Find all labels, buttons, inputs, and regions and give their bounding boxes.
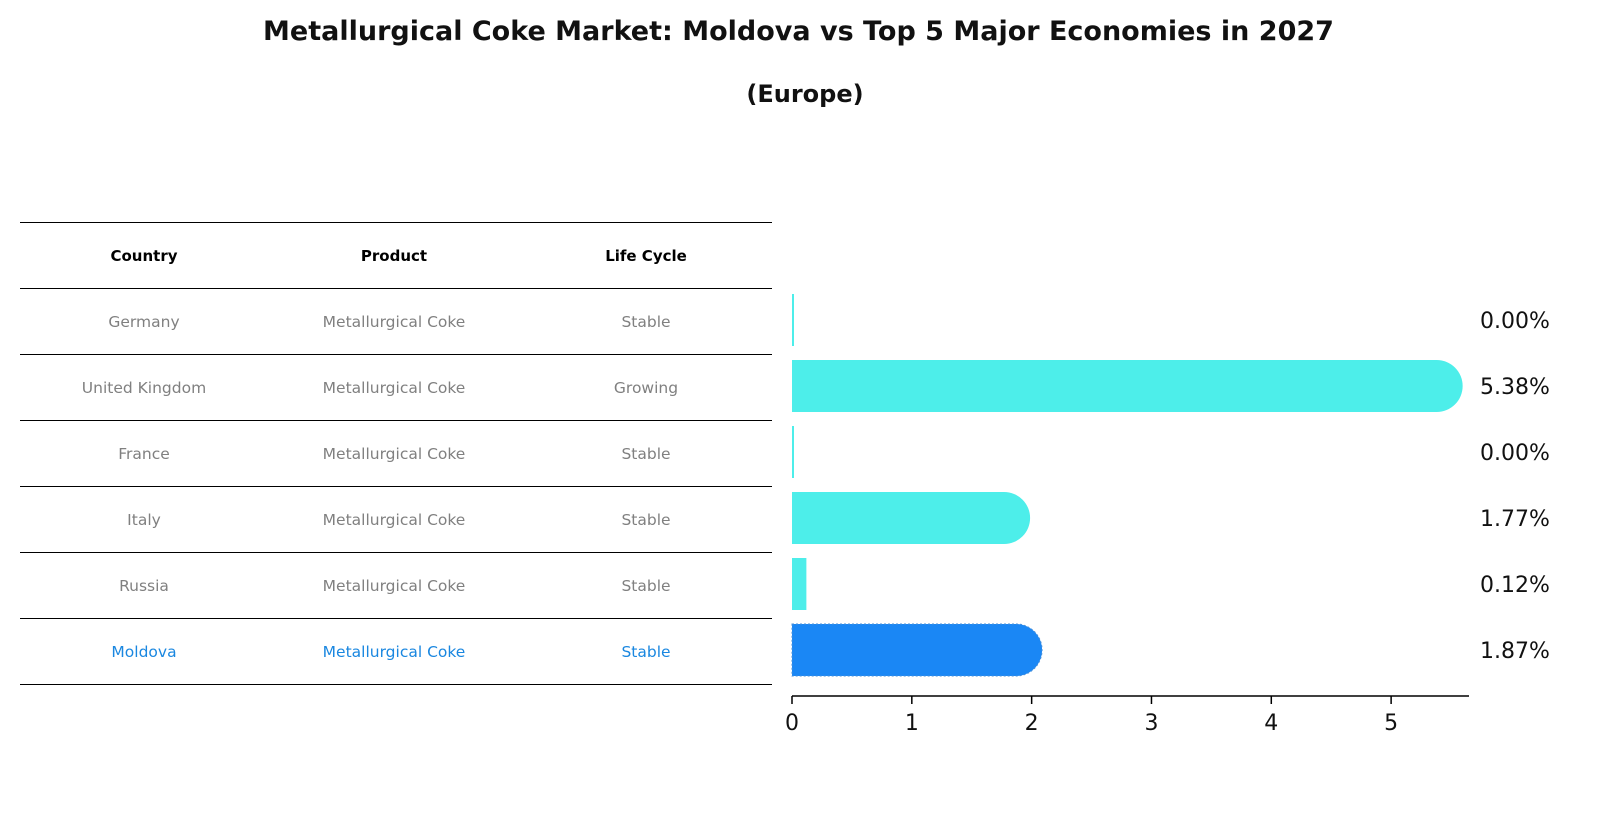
bar-italy <box>792 492 1031 544</box>
cell-life-cycle: Stable <box>520 486 772 553</box>
header-product: Product <box>268 222 520 289</box>
x-tick-label: 0 <box>785 711 799 736</box>
cell-country: France <box>20 420 268 487</box>
cell-product: Metallurgical Coke <box>268 552 520 619</box>
chart-subtitle: (Europe) <box>746 80 864 108</box>
value-label: 0.12% <box>1480 573 1550 598</box>
value-label: 5.38% <box>1480 375 1550 400</box>
x-tick-label: 3 <box>1144 711 1158 736</box>
x-tick-label: 4 <box>1264 711 1278 736</box>
cell-country: Moldova <box>20 618 268 685</box>
cell-product: Metallurgical Coke <box>268 288 520 355</box>
cell-life-cycle: Stable <box>520 618 772 685</box>
bar-united-kingdom <box>792 360 1463 412</box>
cell-product: Metallurgical Coke <box>268 420 520 487</box>
cell-country: United Kingdom <box>20 354 268 421</box>
bar-moldova <box>791 623 1043 677</box>
cell-life-cycle: Stable <box>520 420 772 487</box>
cell-life-cycle: Stable <box>520 288 772 355</box>
cell-country: Italy <box>20 486 268 553</box>
bar-france <box>792 426 794 478</box>
cell-country: Russia <box>20 552 268 619</box>
table-row: Germany Metallurgical Coke Stable <box>20 288 772 355</box>
table-row: France Metallurgical Coke Stable <box>20 420 772 487</box>
x-tick-label: 5 <box>1384 711 1398 736</box>
cell-product: Metallurgical Coke <box>268 618 520 685</box>
value-label: 1.77% <box>1480 507 1550 532</box>
table-row: Russia Metallurgical Coke Stable <box>20 552 772 619</box>
cell-country: Germany <box>20 288 268 355</box>
cell-life-cycle: Growing <box>520 354 772 421</box>
cell-product: Metallurgical Coke <box>268 354 520 421</box>
country-table: Country Product Life Cycle Germany Metal… <box>20 222 772 685</box>
table-row: United Kingdom Metallurgical Coke Growin… <box>20 354 772 421</box>
bar-germany <box>792 294 794 346</box>
value-label: 0.00% <box>1480 309 1550 334</box>
cell-life-cycle: Stable <box>520 552 772 619</box>
header-life-cycle: Life Cycle <box>520 222 772 289</box>
x-tick-label: 1 <box>905 711 919 736</box>
value-label: 1.87% <box>1480 639 1550 664</box>
chart-title: Metallurgical Coke Market: Moldova vs To… <box>263 16 1334 47</box>
header-country: Country <box>20 222 268 289</box>
bar-russia <box>792 558 807 610</box>
table-row: Italy Metallurgical Coke Stable <box>20 486 772 553</box>
table-row-highlight: Moldova Metallurgical Coke Stable <box>20 618 772 685</box>
cell-product: Metallurgical Coke <box>268 486 520 553</box>
table-header-row: Country Product Life Cycle <box>20 222 772 289</box>
value-label: 0.00% <box>1480 441 1550 466</box>
x-tick-label: 2 <box>1025 711 1039 736</box>
